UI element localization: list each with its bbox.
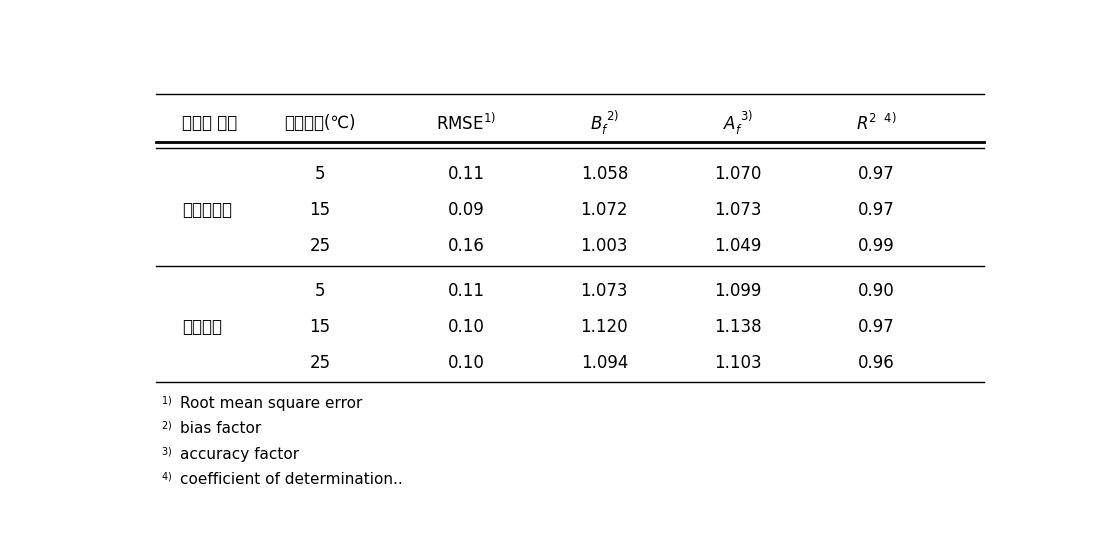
Text: 1.099: 1.099 xyxy=(714,282,762,300)
Text: $A_f^{\ 3)}$: $A_f^{\ 3)}$ xyxy=(723,110,753,137)
Text: 대장균군: 대장균군 xyxy=(182,318,222,336)
Text: RMSE$^{1)}$: RMSE$^{1)}$ xyxy=(437,113,496,134)
Text: $R^{2\ \ 4)}$: $R^{2\ \ 4)}$ xyxy=(855,113,896,134)
Text: $^{4)}$: $^{4)}$ xyxy=(160,473,171,487)
Text: 0.11: 0.11 xyxy=(448,165,485,183)
Text: 1.072: 1.072 xyxy=(580,201,628,219)
Text: Root mean square error: Root mean square error xyxy=(179,396,361,411)
Text: 1.073: 1.073 xyxy=(580,282,628,300)
Text: 0.10: 0.10 xyxy=(448,318,485,336)
Text: 1.073: 1.073 xyxy=(714,201,762,219)
Text: 0.99: 0.99 xyxy=(857,237,894,256)
Text: 5: 5 xyxy=(315,165,325,183)
Text: 미생물 분류: 미생물 분류 xyxy=(182,115,237,132)
Text: 1.058: 1.058 xyxy=(580,165,628,183)
Text: 1.120: 1.120 xyxy=(580,318,628,336)
Text: $^{3)}$: $^{3)}$ xyxy=(160,447,171,461)
Text: 25: 25 xyxy=(309,237,330,256)
Text: 0.97: 0.97 xyxy=(857,165,894,183)
Text: 1.003: 1.003 xyxy=(580,237,628,256)
Text: 0.09: 0.09 xyxy=(448,201,485,219)
Text: $^{2)}$: $^{2)}$ xyxy=(160,422,171,436)
Text: 0.10: 0.10 xyxy=(448,354,485,372)
Text: $^{1)}$: $^{1)}$ xyxy=(160,396,171,410)
Text: 1.049: 1.049 xyxy=(714,237,762,256)
Text: coefficient of determination..: coefficient of determination.. xyxy=(179,472,403,487)
Text: 0.11: 0.11 xyxy=(448,282,485,300)
Text: 1.070: 1.070 xyxy=(714,165,762,183)
Text: 1.103: 1.103 xyxy=(714,354,762,372)
Text: 1.094: 1.094 xyxy=(580,354,628,372)
Text: 일반세균수: 일반세균수 xyxy=(182,201,232,219)
Text: accuracy factor: accuracy factor xyxy=(179,447,299,462)
Text: 1.138: 1.138 xyxy=(714,318,762,336)
Text: 0.16: 0.16 xyxy=(448,237,485,256)
Text: bias factor: bias factor xyxy=(179,422,260,436)
Text: 15: 15 xyxy=(309,318,330,336)
Text: 저장온도(℃): 저장온도(℃) xyxy=(285,115,356,132)
Text: 0.90: 0.90 xyxy=(857,282,894,300)
Text: $B_f^{\ 2)}$: $B_f^{\ 2)}$ xyxy=(589,110,619,137)
Text: 5: 5 xyxy=(315,282,325,300)
Text: 25: 25 xyxy=(309,354,330,372)
Text: 0.97: 0.97 xyxy=(857,318,894,336)
Text: 15: 15 xyxy=(309,201,330,219)
Text: 0.97: 0.97 xyxy=(857,201,894,219)
Text: 0.96: 0.96 xyxy=(857,354,894,372)
